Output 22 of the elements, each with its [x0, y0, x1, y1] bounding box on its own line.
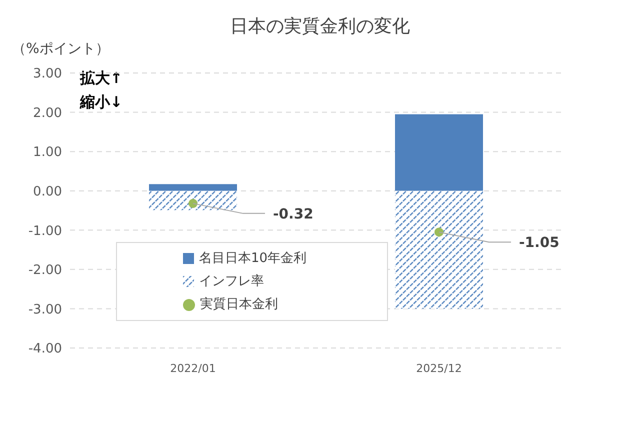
- chart-title: 日本の実質金利の変化: [229, 15, 411, 38]
- y-tick-label: 3.00: [33, 66, 62, 82]
- y-tick-label: -2.00: [28, 263, 62, 278]
- y-tick-label: 2.00: [33, 106, 62, 121]
- legend-label: インフレ率: [199, 273, 264, 291]
- y-tick-label: -4.00: [28, 342, 62, 357]
- x-tick-label: 2022/01: [170, 362, 216, 375]
- legend-label: 名目日本10年金利: [199, 250, 307, 268]
- x-tick-label: 2025/12: [416, 362, 462, 375]
- y-tick-label: -3.00: [28, 302, 62, 318]
- y-tick-label: 1.00: [33, 145, 62, 160]
- y-tick-label: 0.00: [33, 184, 62, 200]
- bar: [395, 114, 483, 191]
- bar: [149, 190, 237, 210]
- legend-label: 実質日本金利: [200, 296, 278, 314]
- annotation: 縮小↓: [80, 92, 123, 113]
- y-tick-label: -1.00: [28, 224, 62, 239]
- text: （%ポイント）: [12, 40, 110, 58]
- data-label: -1.05: [519, 235, 560, 252]
- data-label: -0.32: [273, 206, 314, 222]
- bar: [149, 184, 237, 191]
- bar: [395, 190, 483, 309]
